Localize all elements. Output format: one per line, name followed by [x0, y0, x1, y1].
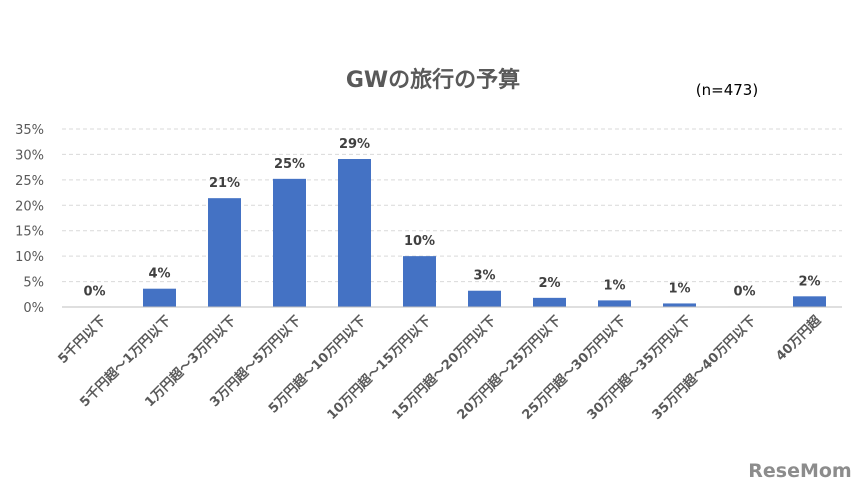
data-label: 3% [473, 269, 495, 284]
y-tick-label: 20% [15, 199, 44, 214]
data-label: 4% [148, 267, 170, 282]
y-tick-label: 35% [15, 123, 44, 138]
x-tick-label: 35万円超～40万円以下 [649, 313, 759, 423]
bar [598, 300, 631, 307]
x-tick-label: 5千円以下 [55, 313, 109, 367]
x-tick-label: 15万円超～20万円以下 [389, 313, 499, 423]
data-label: 25% [274, 157, 305, 172]
data-label: 1% [668, 281, 690, 296]
y-tick-label: 30% [15, 148, 44, 163]
x-axis-ticks: 5千円以下5千円超～1万円以下1万円超～3万円以下3万円超～5万円以下5万円超～… [55, 312, 825, 423]
y-tick-label: 0% [23, 301, 44, 316]
x-tick-label: 20万円超～25万円以下 [454, 313, 564, 423]
data-label: 21% [209, 176, 240, 191]
y-tick-label: 5% [23, 276, 44, 291]
bar [403, 256, 436, 307]
y-tick-label: 25% [15, 174, 44, 189]
bar [338, 159, 371, 307]
bar [143, 288, 176, 307]
data-label: 0% [733, 284, 755, 299]
y-tick-label: 15% [15, 225, 44, 240]
resemom-logo: ReseMom [748, 460, 851, 482]
bar [468, 290, 501, 307]
x-tick-label: 30万円超～35万円以下 [584, 313, 694, 423]
data-labels: 0% 4% 21% 25% 29% 10% 3% 2% 1% 1% 0% 2% [83, 137, 820, 299]
bar [663, 303, 696, 307]
bar [793, 296, 826, 307]
x-tick-label: 10万円超～15万円以下 [324, 313, 434, 423]
data-label: 2% [798, 274, 820, 289]
data-label: 2% [538, 276, 560, 291]
bar [533, 297, 566, 307]
x-tick-label: 25万円超～30万円以下 [519, 313, 629, 423]
sample-size-note: (n=473) [696, 81, 758, 99]
bar [208, 198, 241, 307]
data-label: 10% [404, 234, 435, 249]
y-axis-ticks: 0% 5% 10% 15% 20% 25% 30% 35% [15, 123, 44, 316]
bar [273, 178, 306, 307]
chart-title: GWの旅行の予算 [346, 67, 520, 93]
y-tick-label: 10% [15, 250, 44, 265]
data-label: 0% [83, 284, 105, 299]
data-label: 1% [603, 278, 625, 293]
data-label: 29% [339, 137, 370, 152]
x-tick-label: 40万円超 [773, 312, 825, 364]
bars [78, 159, 826, 307]
gridlines [62, 128, 842, 283]
